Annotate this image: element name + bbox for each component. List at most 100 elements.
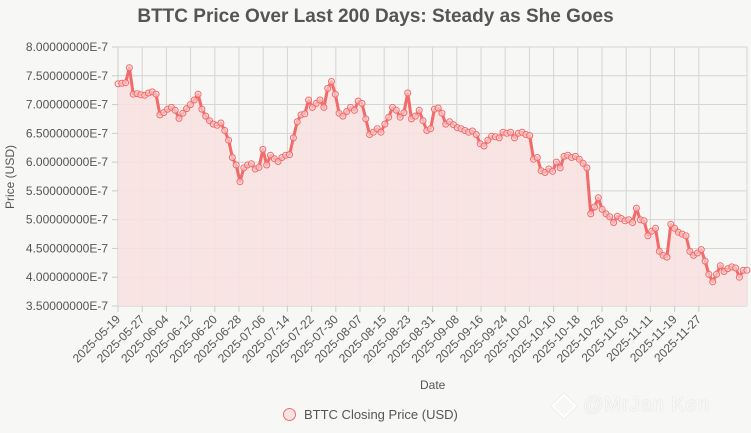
- y-tick-label: 6.00000000E-7: [26, 155, 108, 169]
- data-point: [556, 164, 564, 172]
- data-point: [716, 262, 724, 270]
- data-point: [526, 132, 534, 140]
- y-tick-label: 4.00000000E-7: [26, 270, 108, 284]
- data-point: [610, 219, 618, 226]
- data-point: [495, 134, 503, 142]
- data-point: [419, 117, 427, 125]
- data-point: [392, 106, 400, 114]
- data-point: [652, 224, 659, 232]
- data-point: [331, 90, 339, 98]
- data-point: [362, 115, 370, 123]
- data-point: [377, 128, 385, 136]
- data-point: [434, 104, 442, 112]
- data-point: [629, 219, 637, 226]
- data-point: [701, 257, 709, 265]
- data-point: [507, 128, 515, 136]
- data-point: [743, 266, 751, 274]
- data-point: [175, 114, 183, 122]
- data-point: [533, 154, 541, 161]
- data-point: [293, 118, 301, 126]
- data-point: [640, 217, 648, 225]
- data-point: [259, 145, 267, 153]
- data-point: [735, 273, 743, 281]
- data-point: [255, 163, 263, 171]
- data-point: [328, 78, 335, 85]
- data-point: [198, 105, 206, 113]
- data-point: [400, 109, 408, 117]
- data-point: [632, 204, 640, 212]
- data-point: [289, 134, 297, 142]
- data-point: [316, 96, 324, 104]
- data-point: [152, 90, 160, 98]
- y-tick-label: 5.00000000E-7: [26, 213, 108, 227]
- binance-logo-icon: [551, 392, 577, 419]
- data-point: [587, 210, 595, 218]
- series-area: [118, 67, 747, 306]
- y-tick-label: 7.50000000E-7: [26, 69, 108, 83]
- data-point: [225, 136, 233, 144]
- data-point: [301, 110, 309, 118]
- data-point: [594, 194, 602, 202]
- y-tick-label: 8.00000000E-7: [26, 40, 108, 54]
- data-point: [732, 264, 740, 272]
- data-point: [598, 205, 606, 213]
- data-point: [663, 253, 671, 261]
- data-point: [190, 96, 198, 104]
- data-point: [381, 120, 389, 128]
- data-point: [202, 112, 210, 120]
- data-point: [358, 99, 366, 107]
- y-tick-label: 5.50000000E-7: [26, 184, 108, 198]
- data-point: [552, 158, 560, 166]
- y-tick-label: 7.00000000E-7: [26, 98, 108, 112]
- legend-swatch-icon: [283, 408, 296, 421]
- data-point: [339, 112, 347, 120]
- legend-label: BTTC Closing Price (USD): [304, 407, 458, 422]
- data-point: [411, 112, 419, 120]
- y-tick-label: 3.50000000E-7: [26, 299, 108, 313]
- data-point: [709, 278, 717, 286]
- data-point: [286, 151, 293, 159]
- y-tick-label: 6.50000000E-7: [26, 126, 108, 140]
- x-axis-label: Date: [420, 378, 446, 392]
- data-point: [247, 160, 255, 168]
- data-point: [549, 167, 557, 175]
- chart-title: BTTC Price Over Last 200 Days: Steady as…: [137, 6, 614, 27]
- data-point: [186, 101, 194, 109]
- data-point: [385, 113, 393, 121]
- data-point: [350, 106, 358, 114]
- data-point: [194, 90, 202, 98]
- data-point: [697, 246, 705, 254]
- data-point: [217, 119, 225, 127]
- data-point: [396, 113, 404, 121]
- data-point: [511, 134, 518, 142]
- y-tick-label: 4.50000000E-7: [26, 241, 108, 255]
- data-point: [263, 161, 271, 169]
- data-point: [179, 109, 187, 117]
- data-point: [438, 109, 446, 117]
- data-point: [320, 103, 328, 111]
- data-point: [579, 159, 587, 167]
- data-point: [171, 106, 179, 114]
- data-point: [705, 270, 713, 278]
- data-point: [472, 131, 480, 138]
- data-point: [480, 142, 488, 150]
- data-point: [591, 203, 598, 211]
- watermark-text: @MrJan Ken: [583, 394, 711, 416]
- data-point: [713, 270, 720, 278]
- data-point: [404, 89, 412, 97]
- data-point: [228, 154, 236, 161]
- data-point: [415, 106, 423, 114]
- data-point: [583, 164, 591, 172]
- data-point: [606, 213, 614, 221]
- data-point: [125, 64, 133, 72]
- data-point: [122, 79, 130, 87]
- legend[interactable]: BTTC Closing Price (USD): [283, 407, 458, 422]
- data-point: [221, 127, 229, 134]
- data-point: [427, 125, 435, 133]
- data-point: [232, 161, 240, 169]
- data-point: [305, 96, 313, 104]
- data-point: [682, 232, 690, 240]
- watermark: @MrJan Ken: [551, 392, 711, 419]
- data-point: [236, 178, 244, 186]
